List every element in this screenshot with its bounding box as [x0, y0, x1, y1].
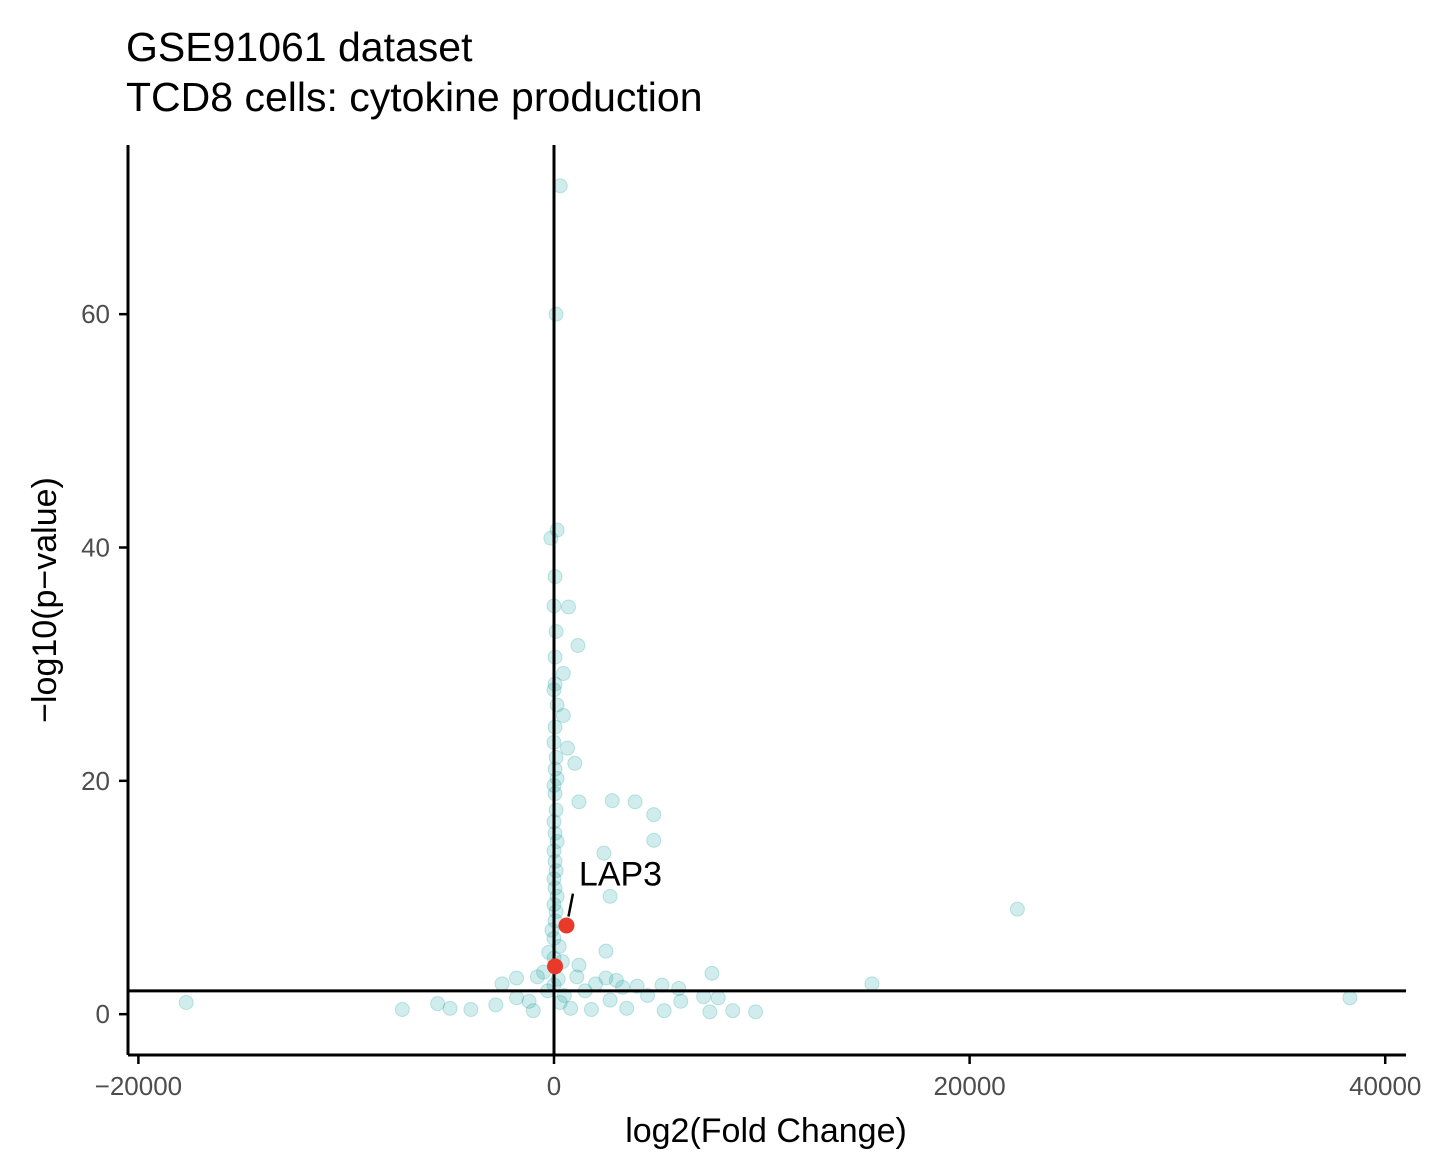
data-point [646, 807, 662, 823]
y-tick-label: 0 [96, 999, 110, 1029]
data-point [602, 888, 618, 904]
data-point [646, 832, 662, 848]
x-tick-label: 20000 [933, 1071, 1005, 1101]
data-point [598, 943, 614, 959]
background-points [178, 178, 1358, 1020]
point-label: LAP3 [579, 856, 662, 894]
data-point [571, 794, 587, 810]
x-tick-label: 0 [547, 1071, 561, 1101]
data-point [619, 1000, 635, 1016]
data-point [563, 1000, 579, 1016]
data-point [430, 996, 446, 1012]
data-point [442, 1000, 458, 1016]
data-point [494, 976, 510, 992]
highlight-point [558, 917, 575, 934]
annotation-leader-line [567, 893, 575, 917]
data-point [673, 993, 689, 1009]
data-point [602, 992, 618, 1008]
data-point [529, 969, 545, 985]
highlighted-points [547, 917, 575, 975]
chart-title-block: GSE91061 dataset TCD8 cells: cytokine pr… [126, 22, 703, 122]
data-point [702, 1004, 718, 1020]
data-point [541, 944, 557, 960]
data-point [569, 969, 585, 985]
data-point [548, 624, 564, 639]
data-point [608, 972, 624, 988]
data-point [571, 957, 587, 973]
chart-title: GSE91061 dataset [126, 24, 473, 70]
data-point [525, 1003, 541, 1019]
data-point [555, 666, 571, 681]
data-point [671, 981, 687, 996]
y-tick-label: 20 [81, 766, 110, 796]
data-point [710, 990, 726, 1006]
chart-subtitle: TCD8 cells: cytokine production [126, 74, 703, 120]
highlight-point [547, 958, 564, 975]
data-point [627, 794, 643, 810]
data-point [521, 993, 537, 1009]
data-point [1009, 901, 1025, 917]
data-point [551, 939, 567, 954]
annotations: LAP3 [567, 856, 662, 917]
data-point [583, 1002, 599, 1017]
data-point [1342, 990, 1358, 1006]
data-point [178, 995, 194, 1010]
data-point [604, 793, 620, 809]
data-point [463, 1002, 479, 1017]
reference-lines [128, 145, 1406, 1055]
data-point [555, 708, 571, 723]
data-point [656, 1003, 672, 1019]
data-point [394, 1002, 410, 1017]
data-point [704, 965, 720, 981]
data-point [561, 599, 577, 615]
axes: −20000 0 20000 40000 0 20 40 60 [81, 145, 1421, 1101]
data-point [570, 638, 586, 653]
x-tick-label: −20000 [95, 1071, 182, 1101]
y-axis-title: −log10(p−value) [26, 477, 64, 723]
data-point [725, 1003, 741, 1019]
y-tick-label: 40 [81, 533, 110, 563]
data-point [488, 997, 504, 1013]
data-point [567, 755, 583, 771]
data-point [509, 990, 525, 1006]
data-point [748, 1004, 764, 1020]
data-point [543, 530, 559, 546]
data-point [864, 976, 880, 992]
x-tick-label: 40000 [1349, 1071, 1421, 1101]
data-point [598, 970, 614, 986]
x-axis-title: log2(Fold Change) [625, 1112, 907, 1150]
y-tick-label: 60 [81, 299, 110, 329]
data-point [509, 970, 525, 986]
data-point [548, 306, 564, 322]
data-point [596, 845, 612, 861]
data-point [560, 740, 576, 756]
